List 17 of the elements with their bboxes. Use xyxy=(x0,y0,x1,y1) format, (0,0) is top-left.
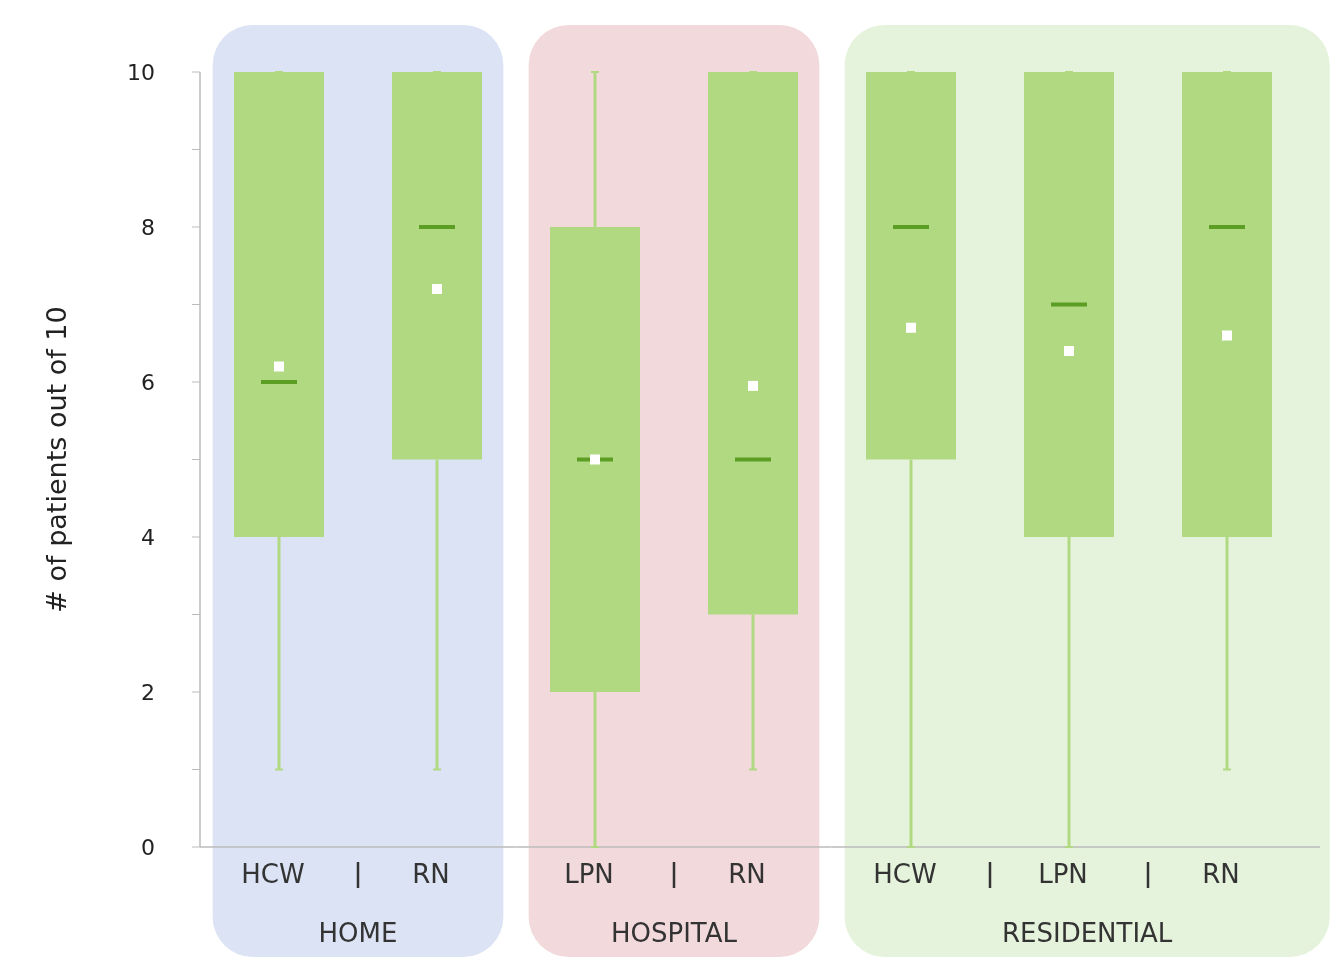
y-axis-title: # of patients out of 10 xyxy=(41,306,72,613)
x-tick-label: HCW xyxy=(873,859,937,889)
y-tick-label: 0 xyxy=(141,834,155,860)
y-tick-label: 4 xyxy=(141,524,155,550)
y-tick-label: 8 xyxy=(141,214,155,240)
y-tick-label: 10 xyxy=(127,59,155,85)
x-tick-label: RN xyxy=(728,859,766,889)
x-axis-title: RESIDENTIAL xyxy=(1001,918,1173,948)
x-tick-label: HCW xyxy=(241,859,305,889)
x-tick-label: LPN xyxy=(564,859,614,889)
y-tick-label: 6 xyxy=(141,369,155,395)
x-tick-label: RN xyxy=(1202,859,1240,889)
x-axis-title: HOME xyxy=(318,918,398,948)
y-tick-label: 2 xyxy=(141,679,155,705)
x-tick-label: LPN xyxy=(1038,859,1088,889)
x-tick-label: RN xyxy=(412,859,450,889)
x-axis-title: HOSPITAL xyxy=(610,918,738,948)
